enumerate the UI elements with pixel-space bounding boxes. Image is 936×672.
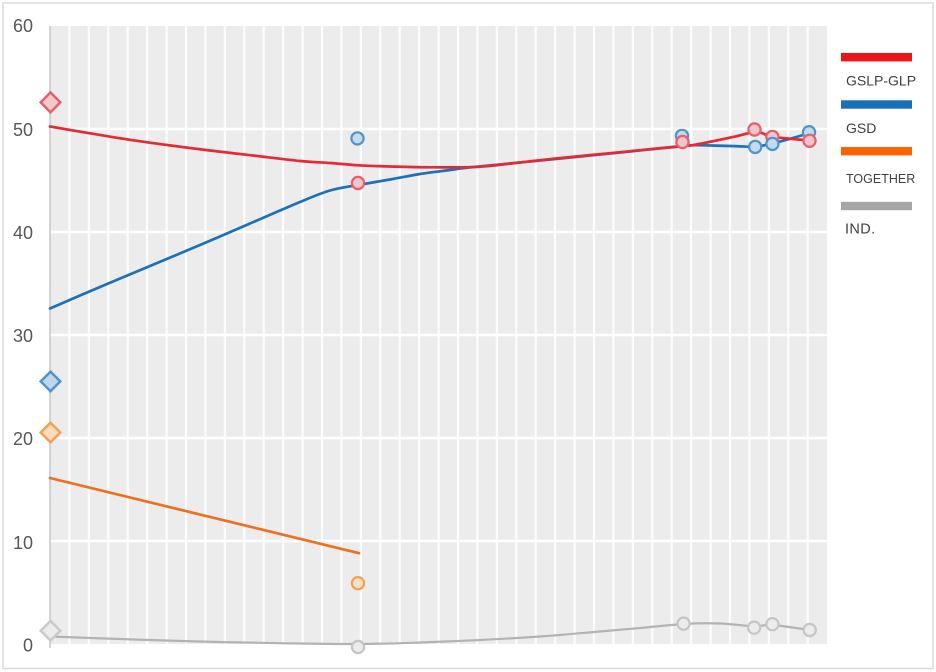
- svg-text:GSD: GSD: [846, 120, 876, 136]
- svg-text:30: 30: [13, 326, 33, 346]
- svg-text:10: 10: [13, 533, 33, 553]
- svg-text:TOGETHER: TOGETHER: [846, 172, 915, 186]
- svg-text:60: 60: [13, 16, 33, 36]
- svg-text:40: 40: [13, 223, 33, 243]
- svg-text:20: 20: [13, 429, 33, 449]
- svg-text:50: 50: [13, 120, 33, 140]
- svg-text:0: 0: [23, 636, 33, 656]
- svg-text:IND.: IND.: [845, 222, 876, 238]
- svg-text:GSLP-GLP: GSLP-GLP: [846, 73, 916, 89]
